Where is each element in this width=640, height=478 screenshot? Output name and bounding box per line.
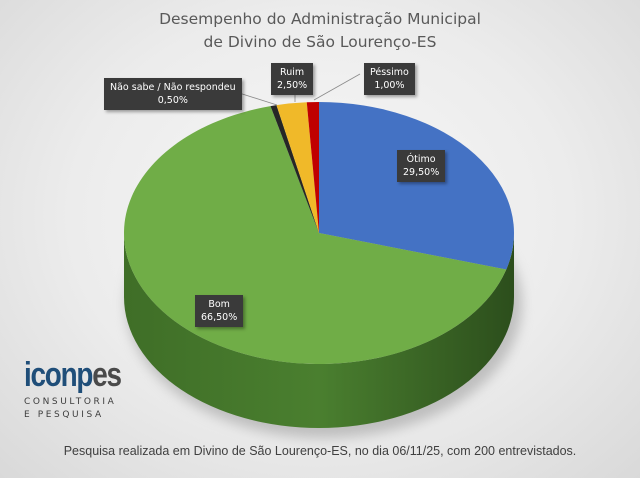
label-name: Ótimo xyxy=(406,154,436,165)
label-name: Não sabe / Não respondeu xyxy=(110,82,236,93)
label-name: Bom xyxy=(208,299,230,310)
logo-wordmark: iconpes xyxy=(24,356,122,394)
pie-slices xyxy=(124,102,515,365)
label-name: Péssimo xyxy=(370,67,409,78)
logo-part2: es xyxy=(92,356,122,394)
pie-slice-ruim xyxy=(276,102,319,233)
chart-title: Desempenho do Administração Municipal de… xyxy=(0,8,640,54)
pie-slice-pessimo xyxy=(306,102,319,233)
label-value: 0,50% xyxy=(157,95,188,106)
data-label-ruim: Ruim 2,50% xyxy=(271,63,314,95)
pie-slice-nao_sabe xyxy=(270,105,319,233)
data-label-nao-sabe: Não sabe / Não respondeu 0,50% xyxy=(104,78,242,110)
logo-tagline-1: CONSULTORIA xyxy=(24,397,117,407)
data-label-pessimo: Péssimo 1,00% xyxy=(364,63,415,95)
data-label-otimo: Ótimo 29,50% xyxy=(397,150,446,182)
callout-line-nao-sabe xyxy=(235,91,278,106)
label-name: Ruim xyxy=(280,67,305,78)
chart-title-line1: Desempenho do Administração Municipal xyxy=(159,10,481,28)
data-label-bom: Bom 66,50% xyxy=(195,295,244,327)
pie-slice-otimo xyxy=(319,102,515,270)
logo-tagline-2: E PESQUISA xyxy=(24,410,104,420)
pie-rim xyxy=(124,233,514,428)
callout-line-pessimo xyxy=(313,73,361,101)
logo-part1: iconp xyxy=(24,356,93,394)
survey-footnote: Pesquisa realizada em Divino de São Lour… xyxy=(63,444,577,458)
label-value: 2,50% xyxy=(277,80,308,91)
chart-title-line2: de Divino de São Lourenço-ES xyxy=(203,33,437,51)
label-value: 66,50% xyxy=(201,312,238,323)
label-value: 1,00% xyxy=(374,80,405,91)
label-value: 29,50% xyxy=(403,167,440,178)
iconpes-logo: iconpes CONSULTORIA E PESQUISA xyxy=(24,358,142,422)
